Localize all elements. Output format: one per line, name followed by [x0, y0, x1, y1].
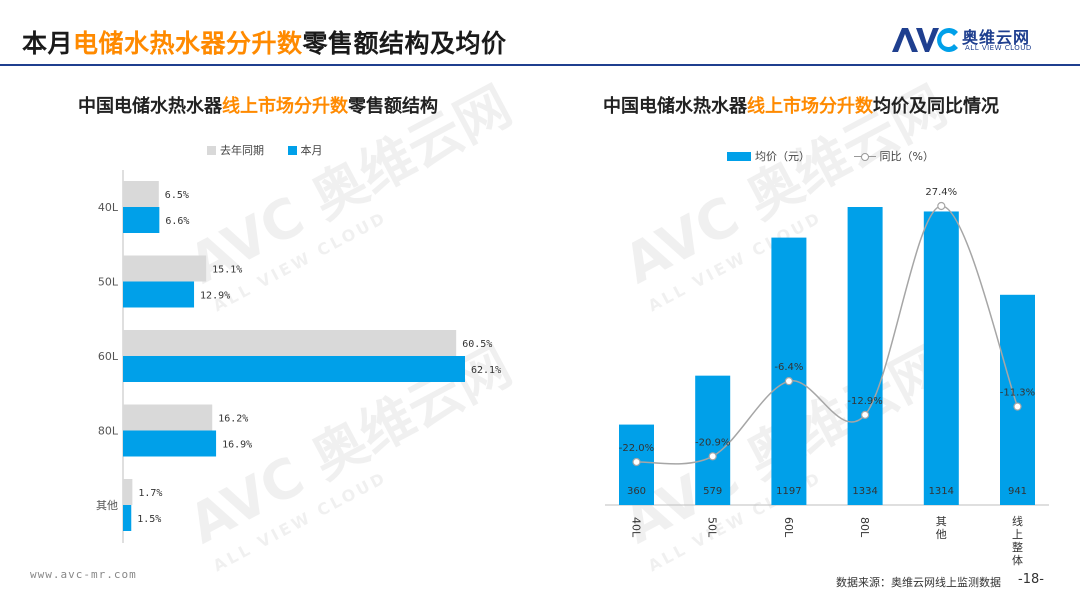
right-chart-legend: 均价（元） 同比（%）: [727, 148, 954, 164]
y-tick-label: 50L: [98, 276, 119, 289]
x-tick-char: 他: [936, 528, 947, 541]
x-tick-label: 40L: [630, 517, 643, 538]
header-divider: [0, 64, 1080, 66]
bar-last-year: [123, 330, 457, 356]
legend-item-avg-price: 均价（元）: [727, 148, 810, 164]
page-header: 本月电储水热水器分升数零售额结构及均价 奥维云网 ALL VIEW CLOUD: [0, 0, 1080, 64]
bar-this-month: [123, 207, 160, 233]
price-label: 360: [627, 486, 646, 497]
y-tick-label: 40L: [98, 201, 119, 214]
right-chart-title: 中国电储水热水器线上市场分升数均价及同比情况: [603, 96, 999, 117]
legend-swatch-yoy: [853, 152, 876, 161]
price-label: 579: [703, 486, 722, 497]
data-label: 6.5%: [165, 190, 189, 201]
bar-this-month: [123, 356, 465, 382]
x-tick-char: 线: [1012, 514, 1023, 528]
x-tick-label: 80L: [858, 517, 871, 538]
price-bar: [923, 211, 959, 505]
price-label: 1334: [852, 486, 877, 497]
legend-item-last-year: 去年同期: [207, 142, 264, 158]
bar-last-year: [123, 255, 207, 282]
yoy-line: [636, 205, 1019, 465]
data-label: 6.6%: [165, 216, 189, 227]
page-title: 本月电储水热水器分升数零售额结构及均价: [22, 24, 507, 60]
price-bar: [695, 375, 731, 505]
y-tick-label: 其他: [96, 499, 118, 512]
bar-last-year: [123, 404, 213, 431]
bar-this-month: [123, 505, 132, 531]
avc-logo-mark-icon: [892, 28, 958, 52]
x-tick-label: 60L: [782, 517, 795, 538]
yoy-label: 27.4%: [925, 187, 957, 198]
x-tick-char: 整: [1012, 540, 1023, 554]
page-title-pre: 本月: [22, 29, 74, 58]
price-bar: [847, 207, 883, 505]
page-title-highlight: 电储水热水器分升数: [73, 29, 303, 58]
x-tick-char: 体: [1012, 553, 1023, 567]
data-source-note: 数据来源：奥维云网线上监测数据: [836, 576, 1001, 589]
left-chart-title: 中国电储水热水器线上市场分升数零售额结构: [78, 96, 438, 117]
y-tick-label: 60L: [98, 350, 119, 363]
yoy-label: -6.4%: [774, 362, 803, 373]
data-label: 62.1%: [471, 365, 501, 376]
logo-text: 奥维云网: [962, 28, 1031, 47]
data-label: 16.2%: [218, 414, 248, 425]
yoy-point: [784, 377, 794, 386]
yoy-label: -11.3%: [1000, 388, 1035, 399]
yoy-label: -12.9%: [847, 396, 882, 407]
x-tick-char: 其: [936, 515, 947, 528]
page-title-post: 零售额结构及均价: [302, 29, 507, 58]
bar-last-year: [123, 479, 133, 505]
yoy-point: [632, 457, 641, 467]
data-label: 12.9%: [200, 291, 230, 302]
yoy-label: -22.0%: [619, 443, 654, 454]
left-chart-legend: 去年同期 本月: [207, 142, 343, 158]
logo-subtext: ALL VIEW CLOUD: [965, 44, 1032, 52]
yoy-point: [860, 410, 870, 419]
x-tick-label: 其他: [936, 515, 947, 541]
price-bar: [1000, 294, 1035, 505]
legend-swatch-avg-price: [727, 152, 751, 161]
page-number: -18-: [1018, 572, 1044, 587]
price-bar: [771, 237, 807, 506]
data-label: 1.5%: [137, 514, 161, 525]
data-label: 15.1%: [212, 265, 242, 276]
price-label: 1197: [776, 486, 801, 497]
yoy-point: [937, 201, 946, 211]
x-tick-char: 上: [1012, 528, 1023, 541]
yoy-point: [708, 452, 717, 461]
footer-url: www.avc-mr.com: [30, 568, 137, 581]
legend-item-this-month: 本月: [287, 142, 323, 158]
data-label: 60.5%: [462, 339, 492, 350]
price-label: 941: [1008, 486, 1027, 497]
price-label: 1314: [929, 486, 954, 497]
yoy-label: -20.9%: [695, 437, 730, 448]
bar-last-year: [123, 181, 159, 207]
bar-this-month: [123, 281, 195, 308]
data-label: 16.9%: [222, 440, 252, 451]
legend-swatch-last-year: [207, 146, 216, 155]
bar-this-month: [123, 430, 217, 457]
avc-logo: 奥维云网 ALL VIEW CLOUD: [890, 24, 1060, 56]
legend-item-yoy: 同比（%）: [853, 148, 934, 164]
y-tick-label: 80L: [98, 425, 119, 438]
data-label: 1.7%: [138, 488, 162, 499]
legend-swatch-this-month: [287, 146, 297, 155]
x-tick-label: 50L: [706, 517, 719, 538]
yoy-point: [1013, 402, 1022, 411]
